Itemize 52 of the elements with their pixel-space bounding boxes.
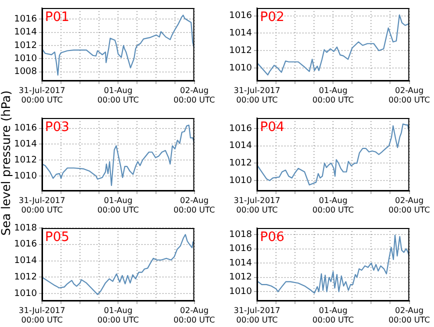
x-tick-label: 02-Aug 00:00 UTC [174, 306, 216, 324]
y-tick-label: 1014 [229, 28, 252, 39]
y-tick-label: 1016 [229, 11, 252, 22]
x-tick-label: 01-Aug 00:00 UTC [97, 196, 140, 214]
y-tick-label: 1010 [14, 54, 38, 64]
y-tick-label: 1010 [14, 288, 38, 299]
y-tick-label: 1010 [229, 63, 252, 74]
x-tick-label: 02-Aug 00:00 UTC [388, 86, 430, 104]
y-tick-label: 1018 [14, 223, 38, 234]
y-tick-label: 1014 [229, 141, 252, 152]
x-tick-label: 01-Aug 00:00 UTC [312, 306, 354, 324]
x-tick-label: 02-Aug 00:00 UTC [174, 86, 216, 104]
y-tick-label: 1012 [229, 158, 252, 169]
y-tick-label: 1012 [14, 272, 37, 283]
chart-title: P06 [260, 230, 284, 245]
y-tick-label: 1016 [14, 240, 38, 250]
y-tick-label: 1014 [229, 258, 252, 268]
x-tick-label: 01-Aug 00:00 UTC [97, 86, 140, 104]
x-tick-label: 02-Aug 00:00 UTC [388, 306, 430, 324]
x-tick-label: 31-Jul-2017 00:00 UTC [18, 306, 66, 324]
y-tick-label: 1012 [14, 155, 37, 166]
chart-title: P05 [45, 230, 70, 245]
x-tick-label: 31-Jul-2017 00:00 UTC [234, 306, 280, 324]
y-tick-label: 1012 [229, 46, 252, 56]
x-tick-label: 01-Aug 00:00 UTC [97, 306, 140, 324]
y-tick-label: 1010 [229, 176, 252, 186]
y-tick-label: 1008 [14, 67, 38, 78]
x-tick-label: 31-Jul-2017 00:00 UTC [18, 196, 66, 214]
y-tick-label: 1016 [14, 124, 38, 134]
x-tick-label: 31-Jul-2017 00:00 UTC [234, 196, 280, 214]
y-tick-label: 1016 [229, 244, 252, 254]
chart-title: P03 [45, 120, 70, 135]
y-tick-label: 1010 [229, 287, 252, 298]
chart-title: P02 [260, 10, 284, 25]
y-tick-label: 1014 [14, 28, 38, 38]
x-tick-label: 01-Aug 00:00 UTC [312, 86, 354, 104]
x-tick-label: 02-Aug 00:00 UTC [174, 196, 216, 214]
y-tick-label: 1016 [14, 14, 38, 25]
y-tick-label: 1014 [14, 140, 38, 150]
x-tick-label: 31-Jul-2017 00:00 UTC [234, 86, 280, 104]
y-tick-label: 1012 [229, 272, 252, 283]
y-tick-label: 1018 [229, 230, 252, 240]
chart-title: P04 [260, 120, 284, 135]
y-tick-label: 1016 [229, 124, 252, 134]
x-tick-label: 31-Jul-2017 00:00 UTC [18, 86, 66, 104]
x-tick-label: 02-Aug 00:00 UTC [388, 196, 430, 214]
chart-title: P01 [45, 10, 70, 25]
x-tick-label: 01-Aug 00:00 UTC [312, 196, 354, 214]
y-tick-label: 1012 [14, 40, 37, 51]
y-tick-label: 1010 [14, 171, 38, 182]
y-tick-label: 1014 [14, 256, 38, 266]
y-axis-title: Sea level pressure (hPa) [0, 89, 14, 238]
